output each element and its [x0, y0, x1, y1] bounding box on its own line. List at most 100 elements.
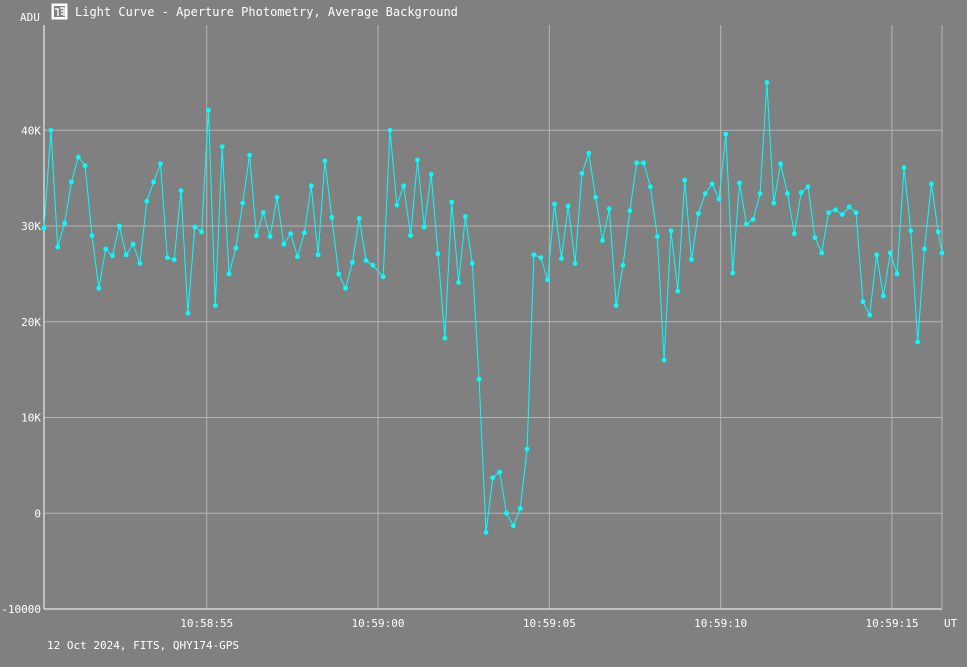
data-point [524, 446, 530, 452]
data-point [69, 179, 74, 185]
light-curve-app-icon[interactable] [51, 3, 68, 20]
data-point [606, 206, 612, 212]
data-point [212, 303, 218, 308]
data-point [819, 250, 825, 256]
data-point [826, 210, 831, 216]
data-point [778, 161, 783, 167]
data-point [490, 475, 496, 481]
data-point [915, 339, 921, 345]
data-point [144, 198, 150, 204]
data-point [315, 252, 321, 258]
data-point [654, 234, 660, 240]
data-point [874, 252, 879, 258]
y-tick-label: 0 [34, 507, 41, 520]
data-point [370, 262, 376, 268]
data-point [709, 181, 715, 187]
data-point [559, 256, 564, 261]
data-point [428, 172, 434, 177]
data-point [613, 303, 619, 308]
y-axis-label: ADU [20, 11, 40, 24]
data-point [254, 233, 259, 239]
data-point [737, 180, 742, 186]
data-point [350, 260, 355, 265]
data-point [648, 184, 653, 190]
data-point [565, 203, 571, 209]
data-point [881, 293, 886, 299]
data-point [260, 210, 266, 216]
data-point [483, 530, 489, 535]
data-point [82, 163, 88, 169]
data-point [682, 177, 688, 183]
y-tick-label: 30K [21, 220, 41, 233]
data-point [206, 107, 211, 113]
data-point [675, 288, 681, 294]
data-point [164, 255, 170, 260]
data-point [860, 299, 866, 305]
title-bar: Light Curve - Aperture Photometry, Avera… [51, 3, 458, 20]
data-point [593, 194, 598, 200]
data-point [137, 261, 143, 266]
data-point [363, 258, 369, 263]
data-point [401, 183, 407, 189]
data-point [901, 165, 907, 171]
data-point [322, 158, 328, 164]
data-point [343, 285, 348, 291]
data-point [356, 216, 362, 221]
data-point [435, 251, 441, 257]
x-axis-label: UT [944, 617, 958, 630]
data-point [668, 228, 674, 234]
data-point [449, 199, 455, 205]
x-tick-label: 10:59:10 [694, 617, 747, 630]
y-tick-label: -10000 [1, 603, 41, 616]
data-point [117, 223, 122, 229]
data-point [281, 241, 287, 247]
data-point [600, 238, 605, 243]
data-point [302, 230, 307, 236]
data-point [456, 280, 461, 285]
x-tick-labels: 10:58:55 10:59:00 10:59:05 10:59:10 10:59:15 [180, 617, 918, 630]
data-point [538, 255, 544, 260]
data-point [531, 252, 537, 258]
data-point [408, 233, 413, 239]
data-point [55, 244, 61, 250]
data-point [219, 144, 225, 150]
data-point [415, 157, 420, 163]
data-point [586, 150, 592, 156]
data-point [620, 262, 626, 268]
data-point [274, 194, 280, 200]
data-point [723, 131, 729, 137]
data-point [771, 200, 777, 206]
data-point [267, 234, 273, 240]
data-point [572, 261, 578, 266]
data-point [935, 229, 941, 235]
data-point [130, 241, 136, 247]
data-point [929, 181, 934, 187]
chart-title: Light Curve - Aperture Photometry, Avera… [75, 5, 458, 19]
data-point [750, 216, 756, 222]
data-point [329, 215, 335, 220]
grid-lines [44, 25, 942, 609]
data-point [463, 214, 468, 219]
data-point [247, 152, 253, 158]
data-point [233, 245, 239, 251]
y-tick-label: 10K [21, 412, 41, 425]
data-point [805, 184, 811, 190]
data-point [226, 271, 232, 277]
x-tick-label: 10:59:05 [523, 617, 576, 630]
data-point [380, 274, 386, 280]
data-point [394, 202, 400, 208]
data-point [791, 231, 797, 237]
data-point [497, 469, 503, 475]
data-point [744, 221, 749, 227]
data-point [504, 510, 509, 516]
footer-info: 12 Oct 2024, FITS, QHY174-GPS [47, 639, 239, 652]
y-tick-label: 20K [21, 316, 41, 329]
data-point [192, 224, 198, 230]
data-point [41, 225, 47, 231]
data-point [785, 191, 790, 196]
data-point [908, 228, 914, 234]
data-point [178, 188, 184, 194]
data-point [853, 210, 859, 216]
data-point [579, 171, 585, 176]
